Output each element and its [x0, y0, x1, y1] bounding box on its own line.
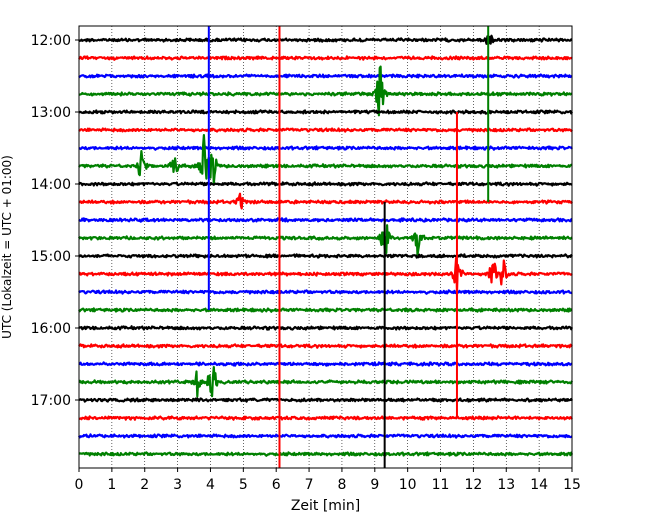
seismogram-traces	[78, 34, 574, 457]
x-axis-ticks: 0 1 2 3 4 5 6 7 8 9 10 11 12 13 14 15	[75, 468, 581, 493]
trace-line	[78, 127, 573, 133]
trace-line	[78, 433, 573, 439]
x-tick-label: 8	[337, 477, 346, 493]
trace-line	[78, 224, 573, 257]
trace-line	[78, 192, 573, 210]
trace-line	[78, 397, 573, 403]
x-tick-label: 13	[497, 477, 515, 493]
y-tick-label: 12:00	[31, 33, 71, 49]
y-tick-label: 15:00	[31, 249, 71, 265]
x-tick-label: 6	[272, 477, 281, 493]
trace-line	[78, 65, 573, 117]
trace-line	[78, 257, 573, 293]
x-tick-label: 4	[206, 477, 215, 493]
x-tick-label: 10	[399, 477, 417, 493]
x-tick-label: 1	[107, 477, 116, 493]
trace-line	[78, 55, 573, 61]
x-tick-label: 2	[140, 477, 149, 493]
y-tick-label: 13:00	[31, 105, 71, 121]
trace-line	[78, 134, 573, 185]
trace-line	[78, 451, 574, 457]
trace-line	[78, 307, 573, 313]
x-tick-label: 11	[432, 477, 450, 493]
trace-line	[78, 145, 573, 151]
y-tick-label: 14:00	[31, 177, 71, 193]
event-spikes	[207, 26, 490, 468]
trace-line	[78, 325, 574, 331]
x-tick-label: 5	[239, 477, 248, 493]
y-tick-label: 16:00	[31, 321, 71, 337]
y-axis-label: UTC (Lokalzeit = UTC + 01:00)	[0, 155, 14, 339]
trace-line	[78, 361, 573, 367]
trace-line	[78, 181, 573, 187]
trace-line	[78, 253, 573, 259]
trace-line	[78, 366, 573, 398]
x-tick-label: 9	[370, 477, 379, 493]
y-axis-ticks: 12:00 13:00 14:00 15:00 16:00 17:00	[31, 33, 79, 409]
trace-line	[78, 34, 573, 46]
x-tick-label: 0	[75, 477, 84, 493]
plot-frame	[78, 25, 573, 469]
x-tick-label: 3	[173, 477, 182, 493]
x-axis-label: Zeit [min]	[291, 498, 360, 514]
x-tick-label: 14	[530, 477, 548, 493]
trace-line	[78, 217, 573, 223]
y-tick-label: 17:00	[31, 393, 71, 409]
x-tick-label: 12	[464, 477, 482, 493]
trace-line	[78, 415, 573, 421]
trace-line	[78, 73, 573, 79]
trace-line	[78, 289, 573, 295]
trace-line	[78, 109, 573, 115]
trace-line	[78, 343, 573, 349]
x-tick-label: 7	[305, 477, 314, 493]
x-tick-label: 15	[563, 477, 581, 493]
